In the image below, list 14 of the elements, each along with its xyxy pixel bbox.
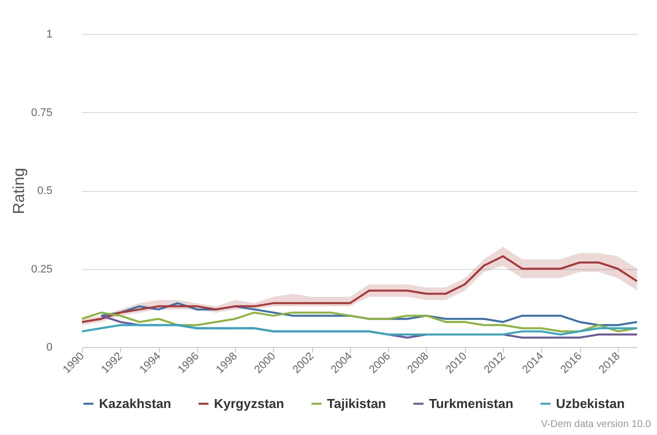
legend-label: Turkmenistan (429, 396, 514, 411)
legend-label: Tajikistan (327, 396, 386, 411)
y-axis-title: Rating (11, 168, 28, 214)
line-series (81, 312, 638, 332)
y-tick-label: 0 (46, 342, 52, 354)
y-tick-label: 1 (46, 28, 52, 40)
legend-label: Kazakhstan (99, 396, 172, 411)
legend-label: Uzbekistan (556, 396, 625, 411)
text: V-Dem data version 10.0 (540, 419, 651, 430)
y-tick-label: 0.25 (31, 263, 52, 276)
y-tick-label: 0.5 (37, 185, 52, 197)
legend-label: Kyrgyzstan (214, 396, 284, 411)
line-series (81, 324, 638, 336)
y-tick-label: 0.75 (31, 106, 52, 119)
